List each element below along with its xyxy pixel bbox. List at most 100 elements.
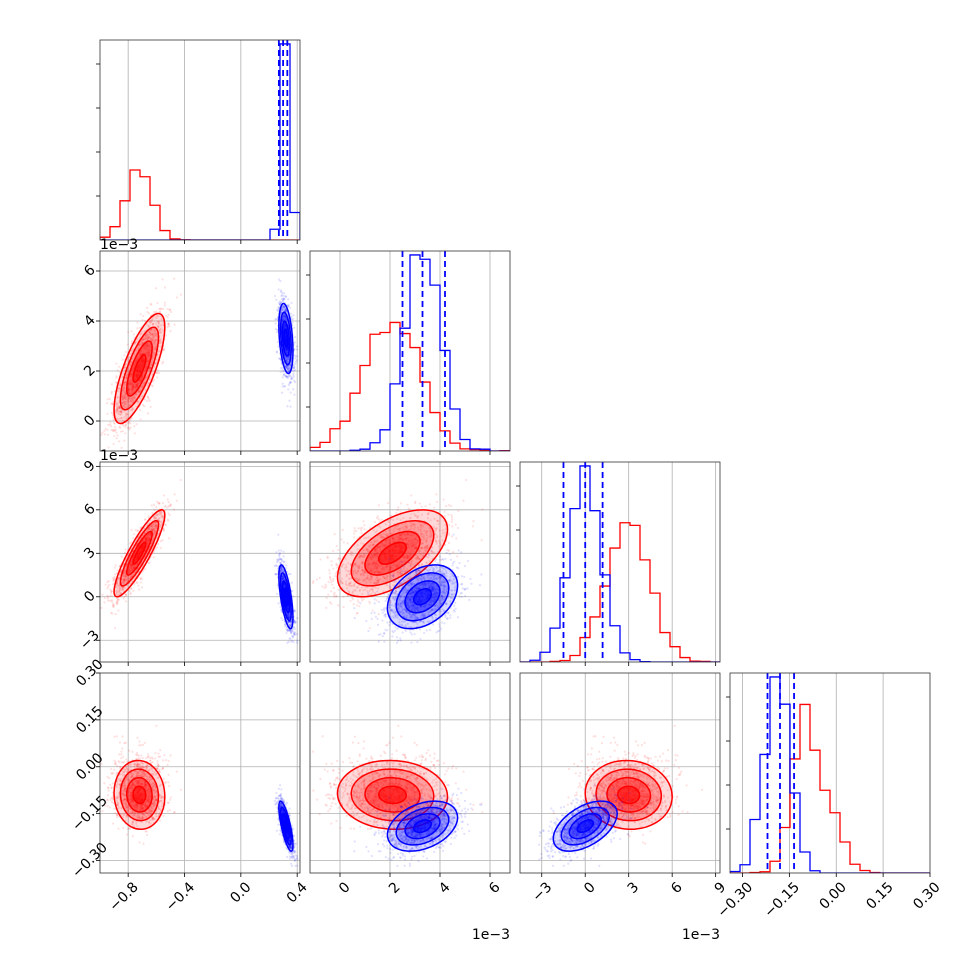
y-tick-label: 6 — [81, 262, 99, 280]
density-3-1 — [310, 673, 510, 873]
contour-line — [364, 776, 421, 813]
density-2-0 — [100, 462, 300, 662]
contour-line — [576, 819, 594, 834]
contour-line — [113, 759, 166, 831]
x-tick-label: 0.4 — [284, 879, 311, 906]
y-tick-label: 4 — [81, 312, 99, 330]
corner-cells: −0.8 −0.4 0.0 0.4 0 2 4 61e−3−3 0 3 6 91e−3−0.30 −0.… — [69, 39, 944, 943]
contour-line — [350, 768, 435, 822]
density-fill — [284, 588, 288, 605]
contour-line — [132, 785, 147, 805]
histogram-3 — [730, 673, 930, 873]
density-fill — [284, 819, 288, 833]
contour-line — [413, 588, 433, 606]
density-2-1 — [310, 462, 510, 662]
x-exponent-label: 1e−3 — [472, 927, 510, 943]
x-tick-label: 0.30 — [910, 879, 943, 912]
x-tick-label: 2 — [386, 879, 404, 897]
x-tick-label: −0.8 — [106, 879, 141, 914]
x-tick-label: −3 — [529, 879, 555, 905]
contour-line — [584, 759, 673, 830]
x-tick-label: 0 — [581, 879, 599, 897]
contour-line — [281, 812, 291, 840]
density-fill — [413, 588, 432, 605]
contour-line — [404, 812, 441, 840]
contour-line — [279, 311, 292, 366]
x-tick-label: −0.15 — [761, 879, 803, 921]
axes-frame — [309, 250, 511, 452]
contour-line — [404, 580, 441, 614]
y-tick-label: 0 — [81, 412, 99, 430]
x-tick-label: 6 — [668, 879, 686, 897]
contour-line — [126, 776, 153, 813]
hist-series-0 — [520, 522, 720, 662]
y-exponent-label: 1e−3 — [100, 237, 138, 253]
axes-frame — [309, 461, 511, 663]
density-fill — [133, 786, 146, 804]
contour-line — [119, 326, 160, 411]
y-tick-label: −3 — [77, 627, 103, 653]
density-fill — [378, 542, 407, 565]
x-tick-label: −0.4 — [163, 879, 198, 914]
hist-series-1 — [310, 254, 510, 451]
contour-line — [552, 800, 618, 852]
histogram-0 — [100, 40, 300, 240]
x-tick-label: 0 — [336, 879, 354, 897]
contour-line — [336, 759, 449, 830]
density-fill — [378, 786, 407, 804]
contour-line — [560, 806, 610, 846]
axes-frame — [99, 39, 301, 241]
contour-line — [126, 340, 153, 397]
contour-line — [617, 785, 641, 805]
y-tick-label: 2 — [81, 362, 99, 380]
contour-line — [281, 580, 291, 614]
contour-line — [113, 509, 166, 598]
hist-series-1 — [730, 676, 930, 873]
histogram-1 — [310, 251, 510, 451]
y-tick-label: 6 — [81, 501, 99, 519]
density-3-2 — [520, 673, 720, 873]
contour-line — [283, 329, 289, 349]
axes-frame — [99, 250, 301, 452]
axes-frame — [729, 672, 931, 874]
x-tick-label: 6 — [486, 879, 504, 897]
x-tick-label: 0.15 — [863, 879, 896, 912]
density-fill — [133, 354, 146, 383]
density-fill — [133, 542, 146, 565]
contour-line — [279, 572, 292, 622]
contour-line — [283, 588, 289, 606]
hist-series-1 — [100, 43, 300, 240]
x-tick-label: 4 — [436, 879, 454, 897]
hist-series-1 — [520, 465, 720, 662]
hist-series-0 — [100, 169, 300, 240]
contour-line — [132, 354, 147, 383]
contour-line — [132, 541, 147, 565]
x-tick-label: 3 — [625, 879, 643, 897]
contour-line — [281, 320, 291, 357]
contour-line — [278, 800, 294, 852]
axes-frame — [99, 672, 301, 874]
density-1-0 — [100, 251, 300, 451]
contour-line — [568, 812, 602, 840]
y-exponent-label: 1e−3 — [100, 448, 138, 464]
contour-line — [395, 806, 450, 846]
contour-line — [350, 519, 435, 587]
density-3-0 — [100, 673, 300, 873]
contour-line — [279, 806, 292, 846]
axes-frame — [99, 461, 301, 663]
density-fill — [617, 786, 640, 804]
contour-line — [378, 541, 408, 565]
contour-line — [283, 819, 289, 834]
y-tick-label: 9 — [81, 458, 99, 476]
contour-line — [364, 530, 421, 576]
contour-line — [606, 776, 652, 813]
x-tick-label: 9 — [712, 879, 730, 897]
histogram-2 — [520, 462, 720, 662]
contour-line — [119, 519, 160, 587]
contour-line — [386, 800, 459, 852]
axes-frame — [309, 672, 511, 874]
axes-frame — [519, 461, 721, 663]
contour-line — [278, 564, 294, 630]
contour-line — [412, 819, 432, 834]
